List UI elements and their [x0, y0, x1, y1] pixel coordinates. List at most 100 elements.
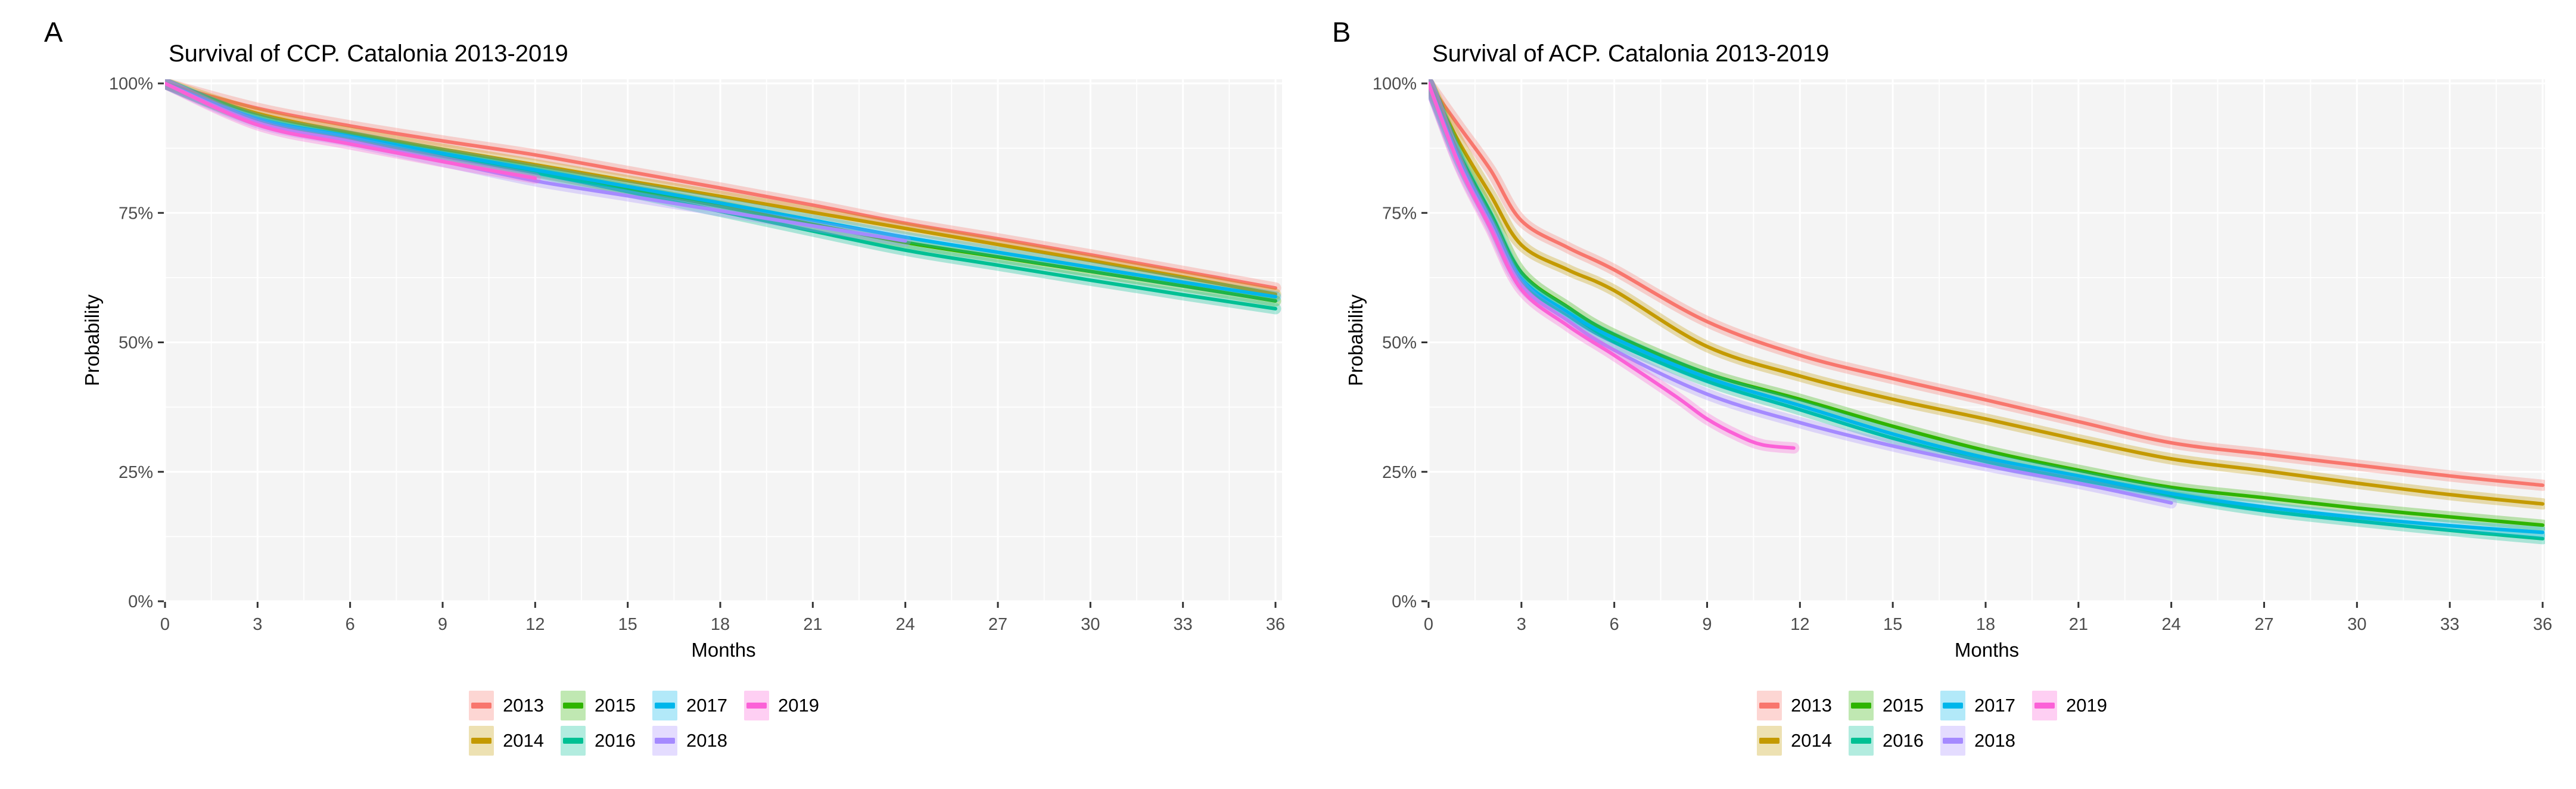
legend-key-line-2016 — [1851, 738, 1872, 744]
y-axis-title-a: Probability — [81, 294, 103, 387]
x-axis-title-b: Months — [1954, 639, 2020, 661]
y-tick-label: 75% — [1382, 204, 1417, 223]
legend-label-2014: 2014 — [1791, 730, 1833, 751]
legend-label-2013: 2013 — [1791, 695, 1833, 716]
x-tick-label: 27 — [2254, 615, 2273, 634]
legend-key-swatch-2013 — [1757, 691, 1782, 720]
x-tick-label: 9 — [1702, 615, 1712, 634]
legend-key-line-2019 — [746, 703, 767, 709]
legend-label-2015: 2015 — [1883, 695, 1924, 716]
x-tick-label: 36 — [2533, 615, 2552, 634]
legend-label-2016: 2016 — [1883, 730, 1924, 751]
y-tick-label: 100% — [109, 74, 153, 94]
legend-key-line-2017 — [1943, 703, 1963, 709]
x-tick-label: 30 — [2347, 615, 2366, 634]
legend-label-2019: 2019 — [777, 695, 819, 716]
legend-item-2015: 2015 — [561, 690, 636, 721]
legend-key-line-2017 — [655, 703, 675, 709]
survival-curve-2014-a — [165, 82, 1277, 296]
x-tick-label: 15 — [618, 615, 637, 634]
legend-item-2017: 2017 — [652, 690, 727, 721]
x-tick-label: 18 — [711, 615, 730, 634]
survival-curve-2019-a — [165, 82, 537, 180]
legend-item-2019: 2019 — [743, 690, 819, 721]
x-tick-label: 36 — [1266, 615, 1285, 634]
x-tick-label: 12 — [525, 615, 545, 634]
x-tick-label: 12 — [1790, 615, 1809, 634]
x-tick-label: 21 — [803, 615, 822, 634]
legend-column: 2017 2018 — [1940, 690, 2015, 760]
y-tick-label: 0% — [128, 592, 153, 611]
legend-label-2015: 2015 — [595, 695, 636, 716]
panel-label-a: A — [44, 16, 63, 48]
legend-column: 2019 — [2031, 690, 2107, 725]
legend-item-2014: 2014 — [469, 725, 544, 756]
legend-key-line-2015 — [563, 703, 584, 709]
legend-key-swatch-2017 — [652, 691, 677, 720]
legend-item-2013: 2013 — [469, 690, 544, 721]
legend-item-2018: 2018 — [652, 725, 727, 756]
legend-key-line-2014 — [471, 738, 492, 744]
survival-curve-2017-a — [165, 82, 1277, 299]
legend-key-swatch-2018 — [1940, 726, 1965, 756]
survival-curve-2013-a — [165, 82, 1277, 290]
y-tick-label: 0% — [1392, 592, 1417, 611]
panel-label-b: B — [1332, 16, 1351, 48]
x-tick-label: 24 — [2162, 615, 2181, 634]
x-tick-label: 6 — [1610, 615, 1619, 634]
legend-key-line-2019 — [2034, 703, 2055, 709]
legend-key-line-2014 — [1759, 738, 1780, 744]
legend-item-2013: 2013 — [1757, 690, 1832, 721]
y-tick-label: 50% — [119, 334, 153, 353]
legend-key-line-2016 — [563, 738, 584, 744]
legend-item-2016: 2016 — [1849, 725, 1924, 756]
legend-label-2013: 2013 — [503, 695, 545, 716]
survival-curve-2013-b — [1429, 82, 2544, 487]
x-tick-label: 18 — [1976, 615, 1995, 634]
legend-label-2014: 2014 — [503, 730, 545, 751]
legend-b: 2013 2014 2015 2016 2017 2018 2019 — [1288, 690, 2576, 760]
legend-key-swatch-2016 — [1849, 726, 1874, 756]
legend-key-swatch-2016 — [561, 726, 586, 756]
x-tick-label: 15 — [1883, 615, 1902, 634]
legend-key-line-2013 — [1759, 703, 1780, 709]
y-tick-label: 50% — [1382, 334, 1417, 353]
x-tick-label: 3 — [1517, 615, 1526, 634]
x-tick-label: 33 — [1174, 615, 1193, 634]
legend-key-line-2013 — [471, 703, 492, 709]
survival-curve-2014-b — [1429, 82, 2544, 506]
chart-title-b: Survival of ACP. Catalonia 2013-2019 — [1432, 41, 1830, 67]
legend-key-swatch-2018 — [652, 726, 677, 756]
x-axis-title-a: Months — [691, 639, 756, 661]
legend-label-2017: 2017 — [686, 695, 727, 716]
legend-key-swatch-2014 — [469, 726, 494, 756]
legend-column: 2015 2016 — [561, 690, 636, 760]
legend-key-swatch-2019 — [743, 691, 769, 720]
survival-curve-2017-b — [1429, 82, 2544, 535]
x-tick-label: 33 — [2440, 615, 2459, 634]
x-tick-label: 24 — [896, 615, 915, 634]
y-tick-label: 25% — [1382, 463, 1417, 482]
legend-label-2017: 2017 — [1974, 695, 2015, 716]
legend-label-2019: 2019 — [2065, 695, 2107, 716]
legend-column: 2013 2014 — [469, 690, 544, 760]
legend-item-2016: 2016 — [561, 725, 636, 756]
legend-key-swatch-2019 — [2031, 691, 2057, 720]
legend-label-2018: 2018 — [686, 730, 727, 751]
y-tick-label: 100% — [1373, 74, 1417, 94]
legend-item-2015: 2015 — [1849, 690, 1924, 721]
x-tick-label: 6 — [346, 615, 355, 634]
survival-curve-2015-b — [1429, 82, 2544, 527]
x-tick-label: 3 — [253, 615, 262, 634]
legend-key-swatch-2015 — [1849, 691, 1874, 720]
plot-panel-a — [165, 79, 1282, 601]
legend-item-2019: 2019 — [2031, 690, 2107, 721]
legend-a: 2013 2014 2015 2016 2017 2018 2019 — [0, 690, 1288, 760]
legend-key-swatch-2017 — [1940, 691, 1965, 720]
x-tick-label: 27 — [988, 615, 1007, 634]
legend-label-2016: 2016 — [595, 730, 636, 751]
legend-item-2017: 2017 — [1940, 690, 2015, 721]
legend-key-line-2018 — [655, 738, 675, 744]
